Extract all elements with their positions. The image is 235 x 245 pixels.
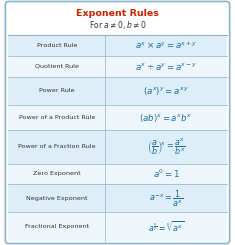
Bar <box>8 105 227 131</box>
Text: Quotient Rule: Quotient Rule <box>35 64 79 69</box>
Text: Power of a Product Rule: Power of a Product Rule <box>19 115 95 120</box>
Text: $\left(\dfrac{a}{b}\right)^{\!x} = \dfrac{a^x}{b^x}$: $\left(\dfrac{a}{b}\right)^{\!x} = \dfra… <box>147 137 185 157</box>
Text: $a^{-x} = \dfrac{1}{a^x}$: $a^{-x} = \dfrac{1}{a^x}$ <box>149 188 183 209</box>
Bar <box>8 35 227 56</box>
FancyBboxPatch shape <box>5 1 230 244</box>
Text: Negative Exponent: Negative Exponent <box>26 196 88 201</box>
Bar <box>8 212 227 241</box>
Text: Product Rule: Product Rule <box>37 43 77 48</box>
Text: For $a \neq 0, b \neq 0$: For $a \neq 0, b \neq 0$ <box>89 19 146 31</box>
Text: $a^{\frac{s}{y}} = \sqrt[y]{a^x}$: $a^{\frac{s}{y}} = \sqrt[y]{a^x}$ <box>148 219 184 234</box>
Bar <box>8 163 227 184</box>
Text: $(ab)^x = a^x b^x$: $(ab)^x = a^x b^x$ <box>140 112 193 124</box>
Bar <box>8 4 227 35</box>
Text: Fractional Exponent: Fractional Exponent <box>25 224 89 229</box>
Text: Power Rule: Power Rule <box>39 88 75 93</box>
Text: $(a^x)^y = a^{xy}$: $(a^x)^y = a^{xy}$ <box>143 85 189 97</box>
Bar <box>8 77 227 105</box>
Text: $a^x \times a^y = a^{x+y}$: $a^x \times a^y = a^{x+y}$ <box>135 40 197 51</box>
Text: Zero Exponent: Zero Exponent <box>33 172 81 176</box>
Text: Exponent Rules: Exponent Rules <box>76 9 159 18</box>
Bar <box>8 56 227 77</box>
Bar <box>8 184 227 212</box>
Text: $a^x \div a^y = a^{x-y}$: $a^x \div a^y = a^{x-y}$ <box>135 61 197 72</box>
Text: $a^0 = 1$: $a^0 = 1$ <box>153 168 180 180</box>
Bar <box>8 131 227 163</box>
Text: Power of a Fraction Rule: Power of a Fraction Rule <box>18 145 96 149</box>
